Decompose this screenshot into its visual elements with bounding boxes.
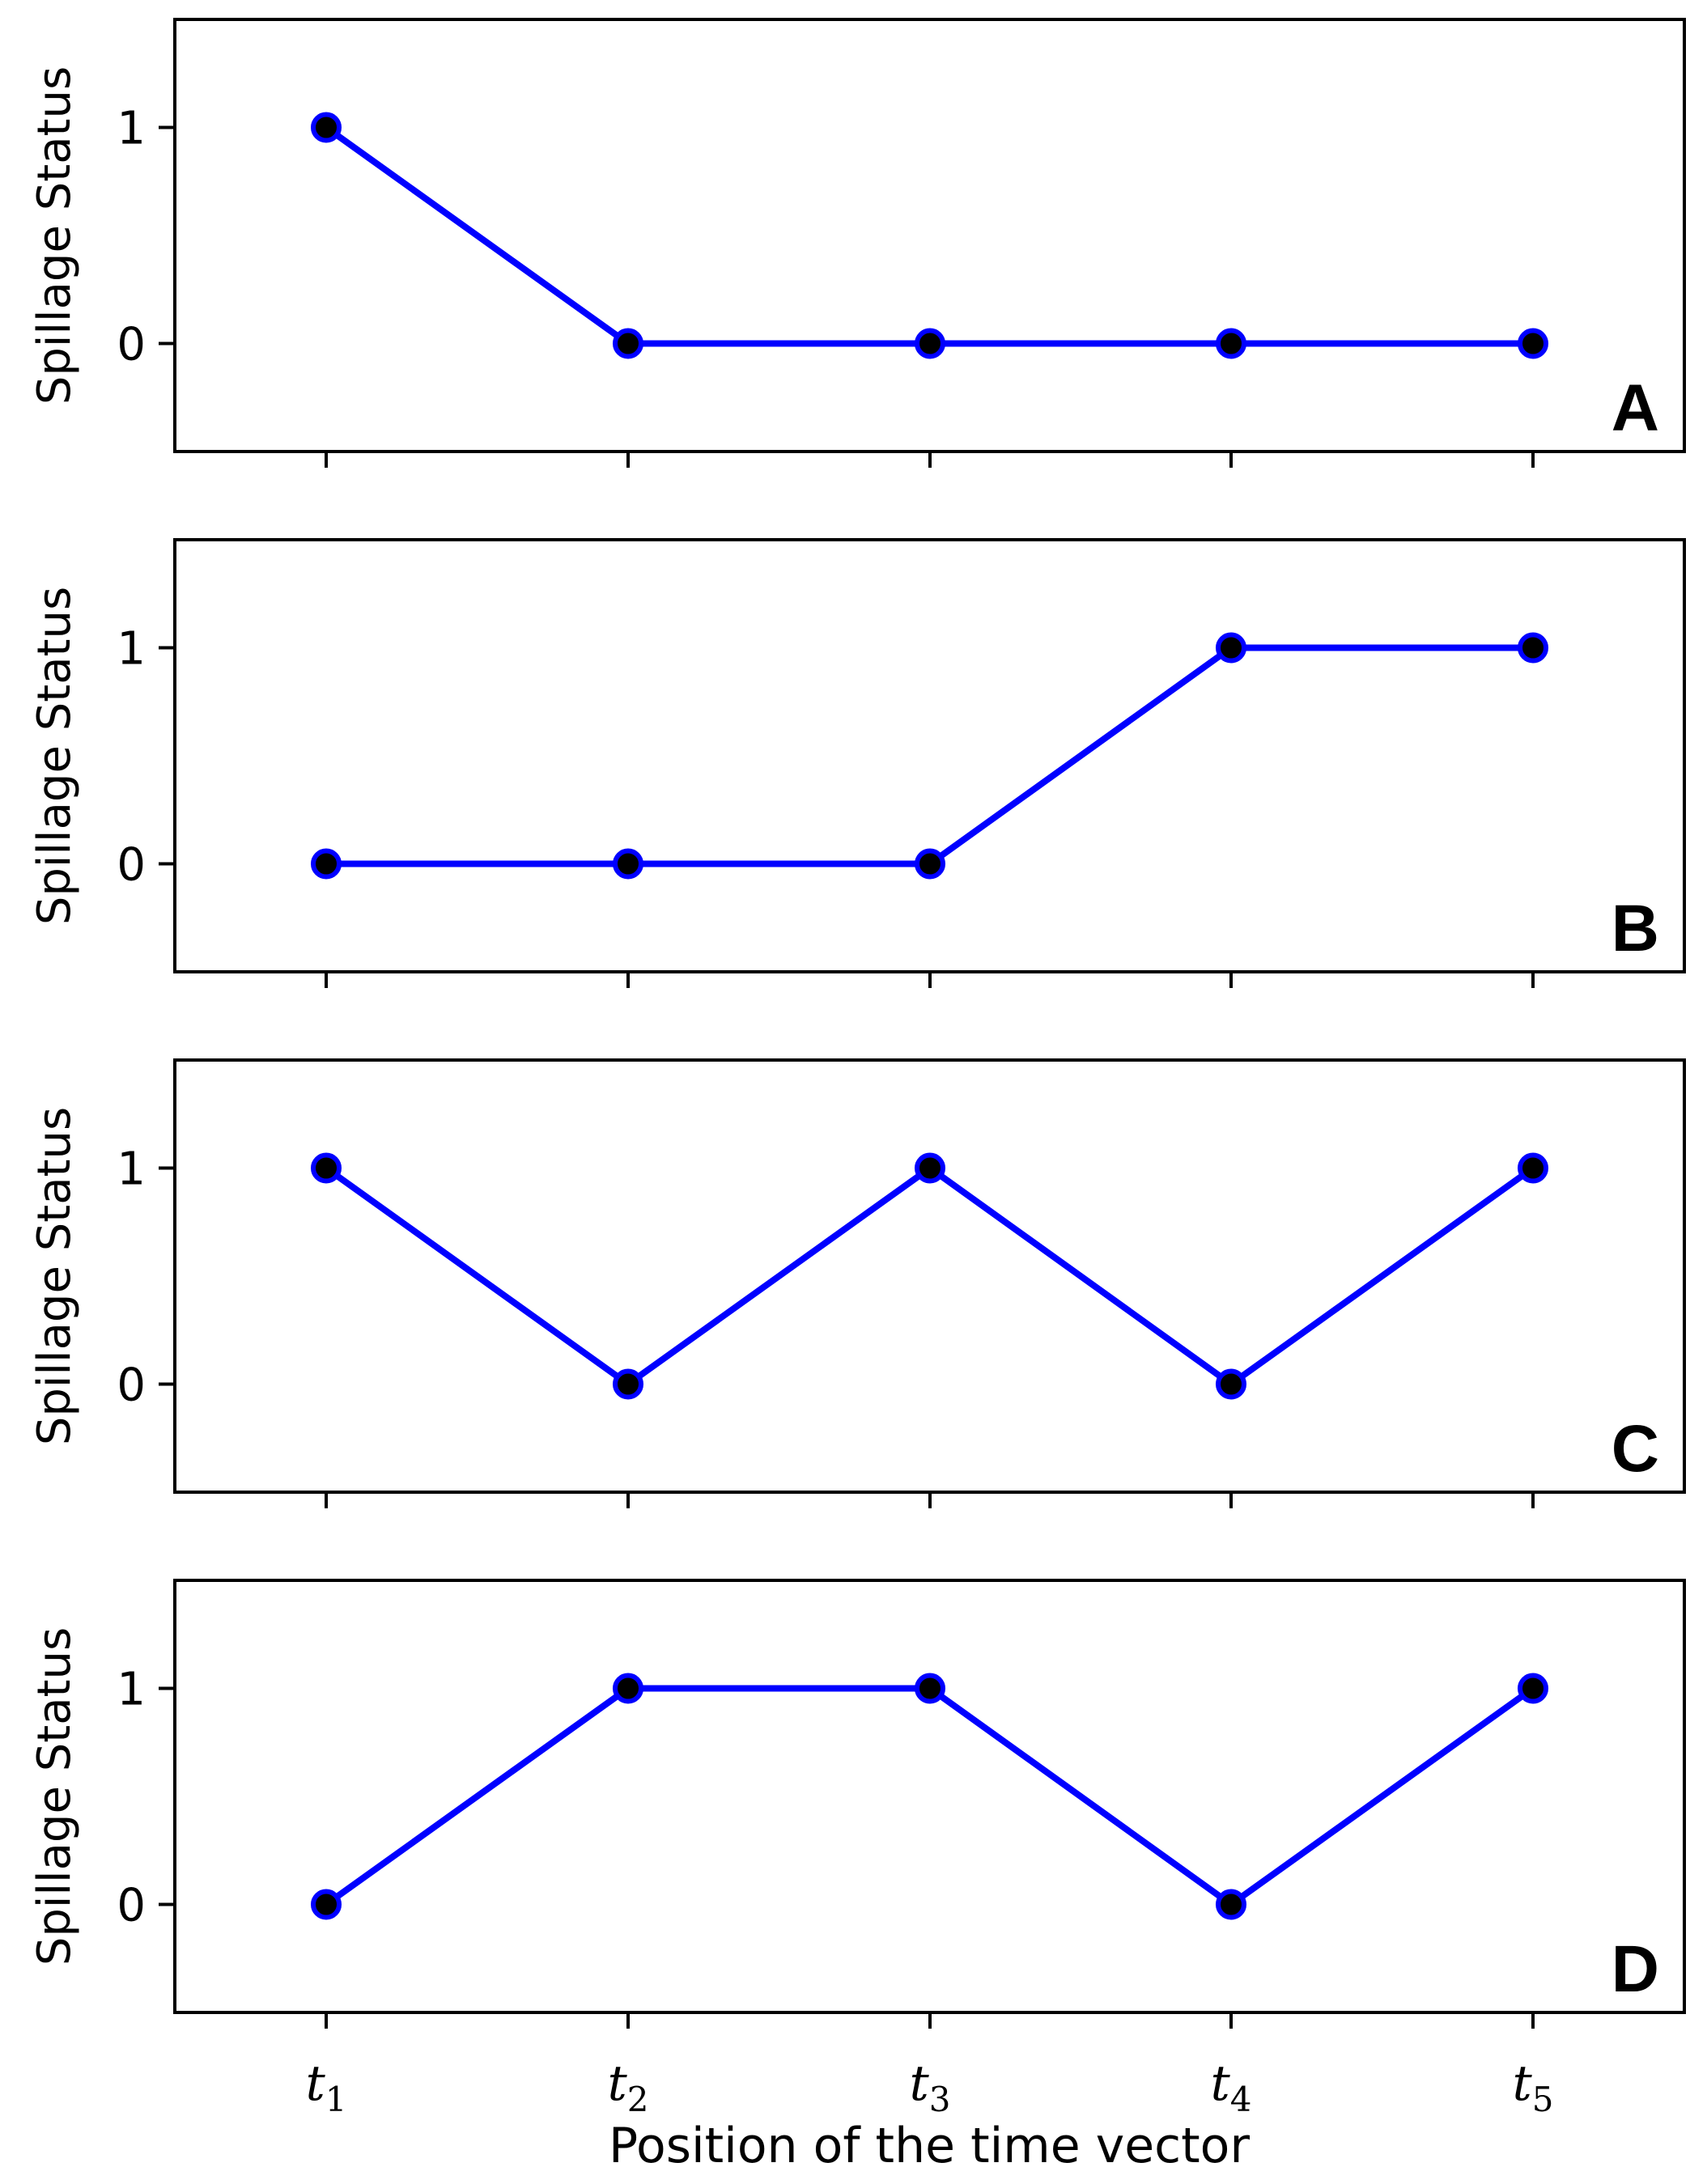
data-point-t5	[1518, 632, 1548, 664]
plot-area-frame	[173, 1579, 1686, 2014]
y-axis-label: Spillage Status	[28, 1627, 81, 1966]
data-point-t2	[613, 1368, 643, 1400]
y-tick-label: 1	[117, 1664, 146, 1716]
chart-panel-d: 0 1 Spillage Status Dt1 t2 t3 t4 t5	[28, 1579, 1686, 2119]
y-tick-label: 0	[117, 319, 146, 371]
y-axis-label: Spillage Status	[28, 1107, 81, 1445]
data-point-t2	[613, 328, 643, 359]
y-tick-label: 1	[117, 103, 146, 155]
series-line	[324, 1164, 1535, 1388]
panels: 0 1 Spillage Status A 0 1 Spillage Status B 0 1 Sp…	[28, 18, 1686, 2119]
y-tick-label: 0	[117, 839, 146, 892]
data-point-t3	[915, 1152, 945, 1184]
x-tick-label: t1	[306, 2055, 347, 2119]
chart-panel-b: 0 1 Spillage Status B	[28, 538, 1686, 988]
plot-area-frame	[173, 1058, 1686, 1494]
panel-label: A	[1611, 371, 1659, 445]
y-tick-label: 0	[117, 1880, 146, 1932]
plot-area-frame	[173, 18, 1686, 453]
series-line	[326, 644, 1533, 867]
panel-label: C	[1611, 1412, 1659, 1486]
y-tick-label: 1	[117, 1143, 146, 1196]
data-point-t1	[311, 848, 342, 880]
x-axis-label: Position of the time vector	[609, 2118, 1250, 2174]
data-point-t5	[1518, 1152, 1548, 1184]
panel-label: D	[1611, 1932, 1659, 2006]
x-tick-label: t3	[910, 2055, 951, 2119]
chart-panel-c: 0 1 Spillage Status C	[28, 1058, 1686, 1508]
series-line	[324, 1685, 1535, 1908]
data-point-t2	[613, 1673, 643, 1704]
data-point-t2	[613, 848, 643, 880]
y-axis-label: Spillage Status	[28, 66, 81, 405]
x-tick-label: t5	[1513, 2055, 1554, 2119]
data-point-t1	[311, 1152, 342, 1184]
series-line	[324, 125, 1533, 347]
data-point-t4	[1216, 328, 1246, 359]
y-tick-label: 0	[117, 1359, 146, 1412]
data-point-t5	[1518, 328, 1548, 359]
y-tick-label: 1	[117, 623, 146, 676]
data-point-t4	[1216, 1889, 1246, 1920]
y-axis-label: Spillage Status	[28, 587, 81, 925]
plot-area-frame	[173, 538, 1686, 973]
data-point-t3	[915, 848, 945, 880]
data-point-t5	[1518, 1673, 1548, 1704]
panel-label: B	[1611, 892, 1659, 965]
chart-panel-a: 0 1 Spillage Status A	[28, 18, 1686, 468]
data-point-t4	[1216, 1368, 1246, 1400]
data-point-t1	[311, 112, 342, 143]
data-point-t4	[1216, 632, 1246, 664]
x-tick-label: t4	[1211, 2055, 1252, 2119]
x-tick-label: t2	[608, 2055, 649, 2119]
data-point-t3	[915, 1673, 945, 1704]
data-point-t1	[311, 1889, 342, 1920]
data-point-t3	[915, 328, 945, 359]
